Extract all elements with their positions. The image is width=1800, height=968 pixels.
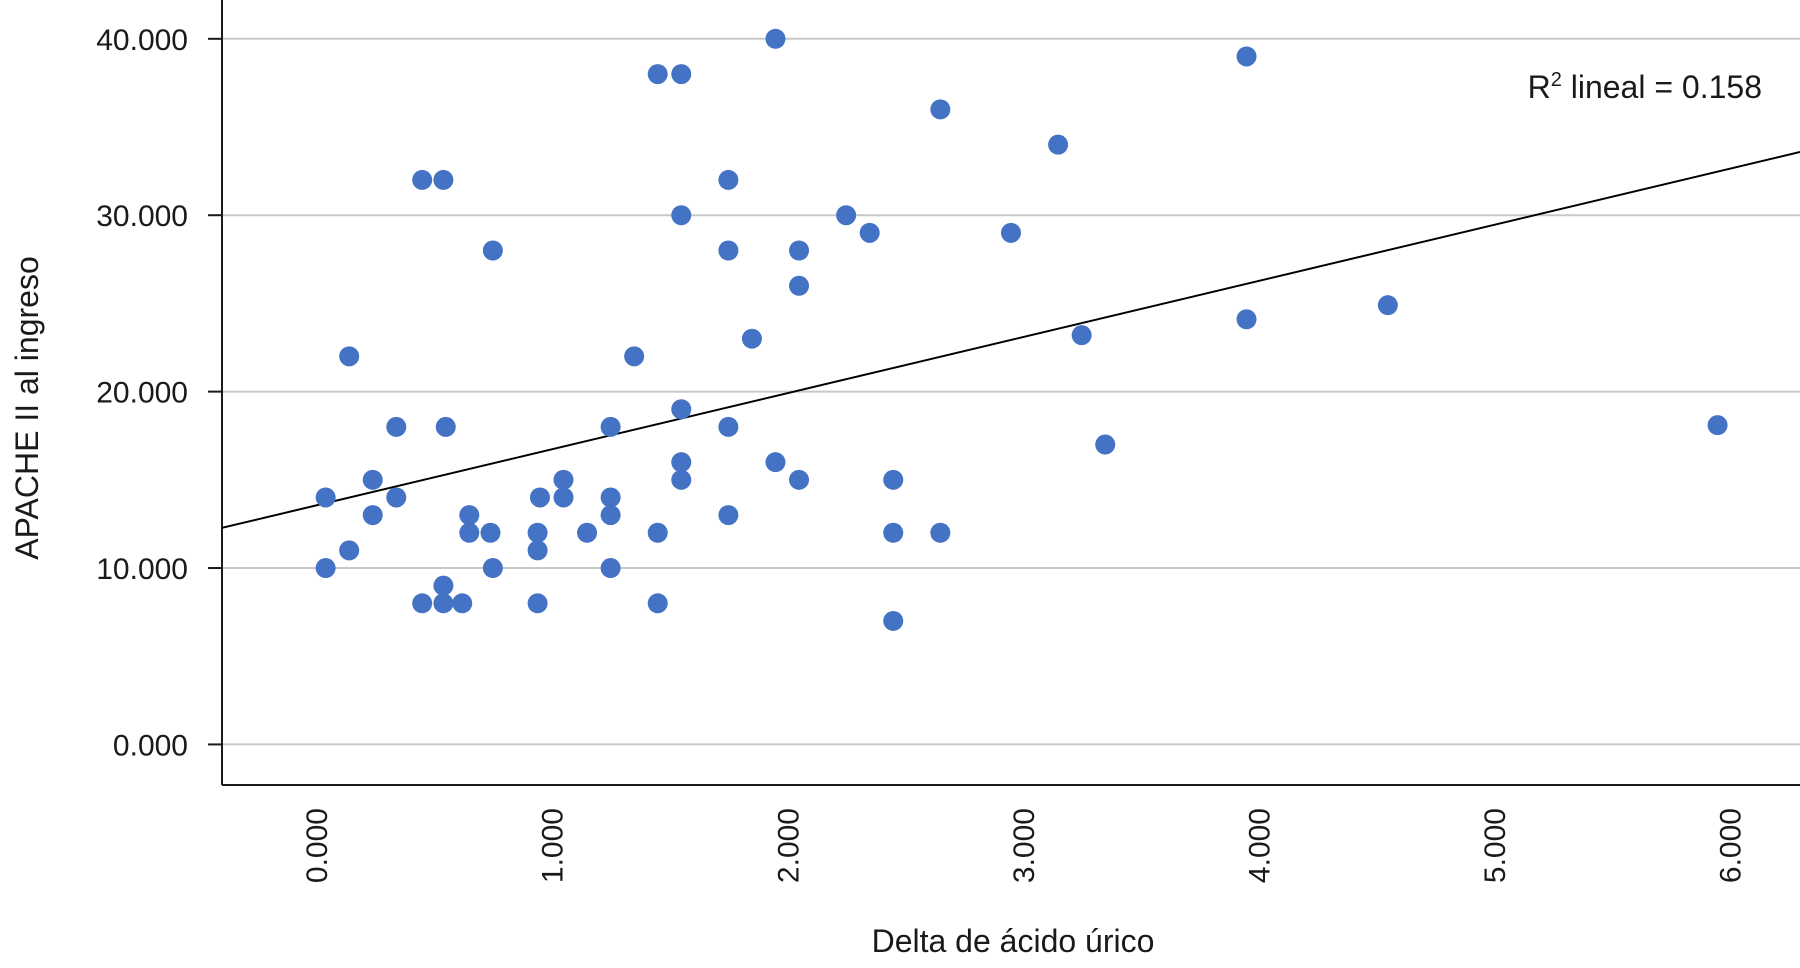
data-point <box>433 575 454 596</box>
data-point <box>930 522 951 543</box>
data-point <box>647 64 668 85</box>
regression-line <box>221 151 1800 529</box>
x-tick-label: 2.000 <box>772 808 805 883</box>
data-point <box>789 275 810 296</box>
data-point <box>315 487 336 508</box>
data-point <box>859 222 880 243</box>
x-tick-label: 5.000 <box>1479 808 1512 883</box>
data-point <box>718 505 739 526</box>
data-point <box>433 593 454 614</box>
data-point <box>647 593 668 614</box>
data-point <box>553 469 574 490</box>
data-point <box>459 505 480 526</box>
data-point <box>480 522 501 543</box>
data-point <box>452 593 473 614</box>
data-point <box>529 487 550 508</box>
data-point <box>1236 309 1257 330</box>
y-tick-label: 40.000 <box>96 24 188 57</box>
data-point <box>718 416 739 437</box>
data-point <box>1236 46 1257 67</box>
data-point <box>339 346 360 367</box>
data-point <box>883 610 904 631</box>
data-point <box>412 169 433 190</box>
r2-superscript: 2 <box>1551 69 1562 91</box>
data-point <box>741 328 762 349</box>
r2-suffix: lineal = 0.158 <box>1562 69 1762 105</box>
data-point <box>883 522 904 543</box>
data-point <box>765 452 786 473</box>
data-point <box>600 416 621 437</box>
data-point <box>789 469 810 490</box>
x-tick-label: 1.000 <box>537 808 570 883</box>
x-ticks: 0.000 1.000 2.000 3.000 4.000 5.000 6.000 <box>301 808 1747 883</box>
y-tick-label: 30.000 <box>96 200 188 233</box>
data-point <box>482 558 503 579</box>
y-tick-label: 0.000 <box>113 729 188 762</box>
y-axis-title: APACHE II al ingreso <box>9 256 45 560</box>
data-point <box>412 593 433 614</box>
data-point <box>553 487 574 508</box>
data-point <box>433 169 454 190</box>
data-point <box>765 28 786 49</box>
data-point <box>1001 222 1021 243</box>
data-point <box>386 416 407 437</box>
x-tick-label: 0.000 <box>301 808 334 883</box>
data-point <box>624 346 645 367</box>
data-point <box>386 487 407 508</box>
data-point <box>600 505 621 526</box>
data-point <box>671 399 692 420</box>
data-point <box>482 240 503 261</box>
data-point <box>671 469 692 490</box>
data-point <box>647 522 668 543</box>
data-point <box>362 469 383 490</box>
data-point <box>1707 415 1728 436</box>
data-point <box>577 522 598 543</box>
data-point <box>718 169 739 190</box>
y-ticks: 0.000 10.000 20.000 30.000 40.000 <box>96 24 222 762</box>
y-tick-label: 10.000 <box>96 553 188 586</box>
data-point <box>362 505 383 526</box>
x-tick-label: 6.000 <box>1714 808 1747 883</box>
data-point <box>789 240 810 261</box>
data-point <box>600 558 621 579</box>
data-point <box>718 240 739 261</box>
data-point <box>930 99 951 120</box>
data-point <box>1071 325 1092 346</box>
x-tick-label: 3.000 <box>1008 808 1041 883</box>
data-point <box>527 540 548 561</box>
x-tick-label: 4.000 <box>1243 808 1276 883</box>
data-point <box>527 593 548 614</box>
data-point <box>1377 295 1398 316</box>
data-point <box>459 522 480 543</box>
x-axis-title: Delta de ácido úrico <box>872 923 1155 959</box>
data-point <box>671 452 692 473</box>
data-points <box>315 28 1728 631</box>
data-point <box>1048 134 1069 155</box>
data-point <box>315 558 336 579</box>
data-point <box>883 469 904 490</box>
y-tick-label: 20.000 <box>96 377 188 410</box>
data-point <box>836 205 857 226</box>
data-point <box>1095 434 1116 455</box>
data-point <box>671 64 692 85</box>
r2-annotation: R2 lineal = 0.158 <box>1528 69 1762 105</box>
r2-prefix: R <box>1528 69 1551 105</box>
data-point <box>600 487 621 508</box>
data-point <box>527 522 548 543</box>
data-point <box>339 540 360 561</box>
fit-line <box>221 151 1800 529</box>
grid-lines <box>222 37 1800 746</box>
data-point <box>435 416 456 437</box>
data-point <box>671 205 692 226</box>
